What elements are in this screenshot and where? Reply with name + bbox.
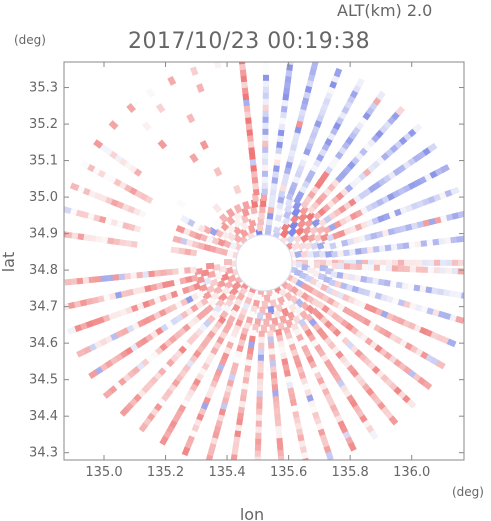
y-tick-label: 35.1 — [29, 154, 58, 169]
y-tick-label: 35.0 — [29, 190, 58, 205]
x-tick-label: 135.6 — [270, 465, 307, 480]
x-axis-label: lon — [240, 505, 264, 521]
x-tick-label: 135.2 — [147, 465, 184, 480]
y-tick-label: 34.9 — [29, 227, 58, 242]
y-axis-label: lat — [0, 252, 18, 273]
x-tick-label: 136.0 — [393, 465, 430, 480]
x-tick-label: 135.0 — [85, 465, 122, 480]
x-tick-label: 135.8 — [332, 465, 369, 480]
reflectivity-field — [64, 62, 464, 460]
chart-title: 2017/10/23 00:19:38 — [128, 29, 370, 54]
y-tick-label: 34.6 — [29, 336, 58, 351]
y-tick-label: 34.5 — [29, 373, 58, 388]
y-tick-label: 34.7 — [29, 300, 58, 315]
x-axis: 135.0 135.2 135.4 135.6 135.8 136.0 — [85, 62, 430, 480]
y-tick-label: 34.4 — [29, 409, 58, 424]
y-axis: 34.3 34.4 34.5 34.6 34.7 34.8 34.9 35.0 35.1 35.2… — [29, 81, 464, 461]
y-unit-label: (deg) — [14, 33, 46, 47]
x-tick-label: 135.4 — [208, 465, 245, 480]
plot-frame — [63, 61, 465, 461]
y-tick-label: 34.3 — [29, 446, 58, 461]
y-tick-label: 35.3 — [29, 81, 58, 96]
altitude-label: ALT(km) 2.0 — [337, 1, 432, 20]
y-tick-label: 35.2 — [29, 117, 58, 132]
x-unit-label: (deg) — [452, 485, 484, 499]
y-tick-label: 34.8 — [29, 263, 58, 278]
